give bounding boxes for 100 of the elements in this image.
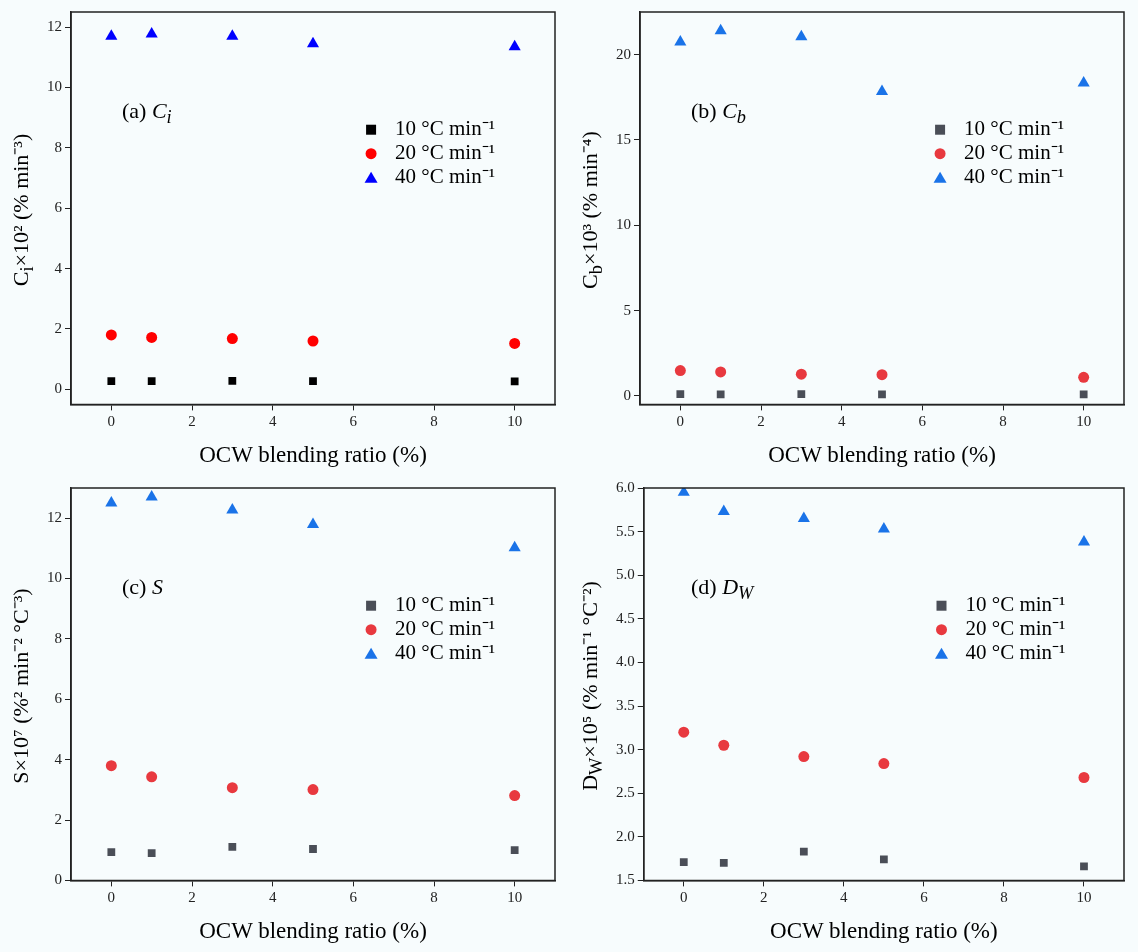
legend-label: 40 °C min⁻¹ bbox=[395, 164, 495, 189]
y-tick-label: 10 bbox=[47, 569, 62, 586]
point bbox=[714, 23, 727, 35]
point bbox=[799, 847, 808, 856]
point bbox=[718, 739, 730, 751]
legend-label: 40 °C min⁻¹ bbox=[964, 164, 1064, 189]
x-tick-label: 4 bbox=[268, 889, 277, 906]
x-tick-label: 0 bbox=[107, 413, 116, 430]
x-axis-title: OCW blending ratio (%) bbox=[199, 442, 427, 468]
y-tick-label: 10 bbox=[47, 78, 62, 95]
point bbox=[105, 760, 117, 772]
point bbox=[226, 333, 238, 345]
legend-label: 40 °C min⁻¹ bbox=[965, 640, 1066, 665]
point bbox=[716, 390, 725, 399]
point bbox=[306, 36, 320, 48]
x-tick-label: 8 bbox=[430, 889, 438, 906]
annotation: (c) S bbox=[122, 574, 163, 600]
point bbox=[717, 504, 730, 516]
point bbox=[510, 846, 519, 855]
x-tick-label: 0 bbox=[680, 889, 688, 906]
point bbox=[876, 369, 888, 381]
legend-label: 20 °C min⁻¹ bbox=[965, 616, 1066, 641]
point bbox=[715, 366, 727, 378]
x-tick-label: 6 bbox=[920, 889, 929, 906]
x-axis-title: OCW blending ratio (%) bbox=[770, 918, 998, 944]
point bbox=[1078, 371, 1090, 383]
point bbox=[1077, 75, 1090, 87]
legend-label: 10 °C min⁻¹ bbox=[395, 592, 495, 617]
x-tick-label: 10 bbox=[507, 889, 523, 906]
x-tick-label: 4 bbox=[840, 889, 849, 906]
point bbox=[674, 35, 687, 46]
y-tick-label: 4 bbox=[54, 750, 63, 767]
x-tick-label: 6 bbox=[918, 413, 927, 430]
point bbox=[105, 496, 118, 507]
point bbox=[107, 848, 116, 856]
y-tick-label: 0 bbox=[54, 380, 62, 397]
point bbox=[879, 855, 888, 864]
point bbox=[795, 29, 808, 41]
x-tick-label: 10 bbox=[507, 413, 523, 430]
y-tick-label: 10 bbox=[616, 216, 631, 233]
point bbox=[678, 726, 690, 738]
point bbox=[878, 758, 890, 770]
x-tick-label: 10 bbox=[1076, 413, 1092, 430]
point bbox=[145, 490, 158, 501]
legend-label: 20 °C min⁻¹ bbox=[964, 140, 1064, 165]
y-tick-label: 0 bbox=[54, 871, 62, 888]
point bbox=[146, 331, 158, 343]
point bbox=[105, 29, 118, 40]
point bbox=[509, 790, 521, 802]
x-tick-label: 2 bbox=[188, 889, 196, 906]
point bbox=[306, 517, 320, 529]
x-tick-label: 6 bbox=[349, 889, 358, 906]
y-axis-title: S×10⁷ (%² min⁻² °C⁻³) bbox=[7, 587, 34, 786]
point bbox=[795, 368, 807, 380]
point bbox=[1079, 390, 1088, 399]
annotation: (a) C$_{i}$ bbox=[122, 98, 172, 129]
x-axis-title: OCW blending ratio (%) bbox=[199, 918, 427, 944]
point bbox=[105, 329, 117, 341]
x-tick-label: 2 bbox=[757, 413, 765, 430]
y-tick-label: 20 bbox=[616, 45, 631, 62]
y-tick-label: 2.5 bbox=[616, 784, 635, 801]
y-tick-label: 0 bbox=[623, 386, 631, 403]
x-tick-label: 4 bbox=[268, 413, 277, 430]
y-tick-label: 5.0 bbox=[616, 566, 635, 583]
point bbox=[147, 377, 156, 386]
legend-label: 20 °C min⁻¹ bbox=[395, 140, 495, 165]
legend-label: 10 °C min⁻¹ bbox=[395, 116, 495, 141]
point bbox=[1080, 862, 1088, 871]
x-tick-label: 0 bbox=[676, 413, 685, 430]
x-tick-label: 2 bbox=[760, 889, 768, 906]
x-tick-label: 4 bbox=[837, 413, 846, 430]
legend-label: 40 °C min⁻¹ bbox=[395, 640, 495, 665]
point bbox=[797, 390, 806, 399]
y-tick-label: 4 bbox=[54, 259, 63, 276]
x-axis-title: OCW blending ratio (%) bbox=[768, 442, 996, 468]
point bbox=[797, 511, 810, 523]
y-tick-label: 3.0 bbox=[616, 740, 635, 757]
point bbox=[228, 376, 237, 385]
annotation: (d) D$_{W}$ bbox=[691, 574, 754, 605]
point bbox=[798, 751, 810, 763]
point bbox=[719, 859, 728, 867]
point bbox=[309, 845, 317, 853]
point bbox=[875, 84, 889, 95]
legend-label: 10 °C min⁻¹ bbox=[965, 592, 1066, 617]
point bbox=[228, 843, 237, 851]
annotation: (b) C$_{b}$ bbox=[691, 98, 747, 129]
point bbox=[676, 390, 685, 399]
x-tick-label: 8 bbox=[1000, 889, 1008, 906]
point bbox=[226, 29, 239, 40]
y-tick-label: 4.5 bbox=[616, 609, 635, 626]
point bbox=[307, 784, 319, 796]
x-tick-label: 2 bbox=[188, 413, 196, 430]
point bbox=[509, 337, 521, 349]
point bbox=[226, 503, 239, 514]
x-tick-label: 8 bbox=[430, 413, 438, 430]
y-tick-label: 12 bbox=[47, 509, 62, 526]
y-tick-label: 12 bbox=[47, 18, 62, 35]
y-tick-label: 6.0 bbox=[616, 478, 635, 495]
y-tick-label: 5 bbox=[623, 301, 631, 318]
point bbox=[226, 782, 238, 794]
